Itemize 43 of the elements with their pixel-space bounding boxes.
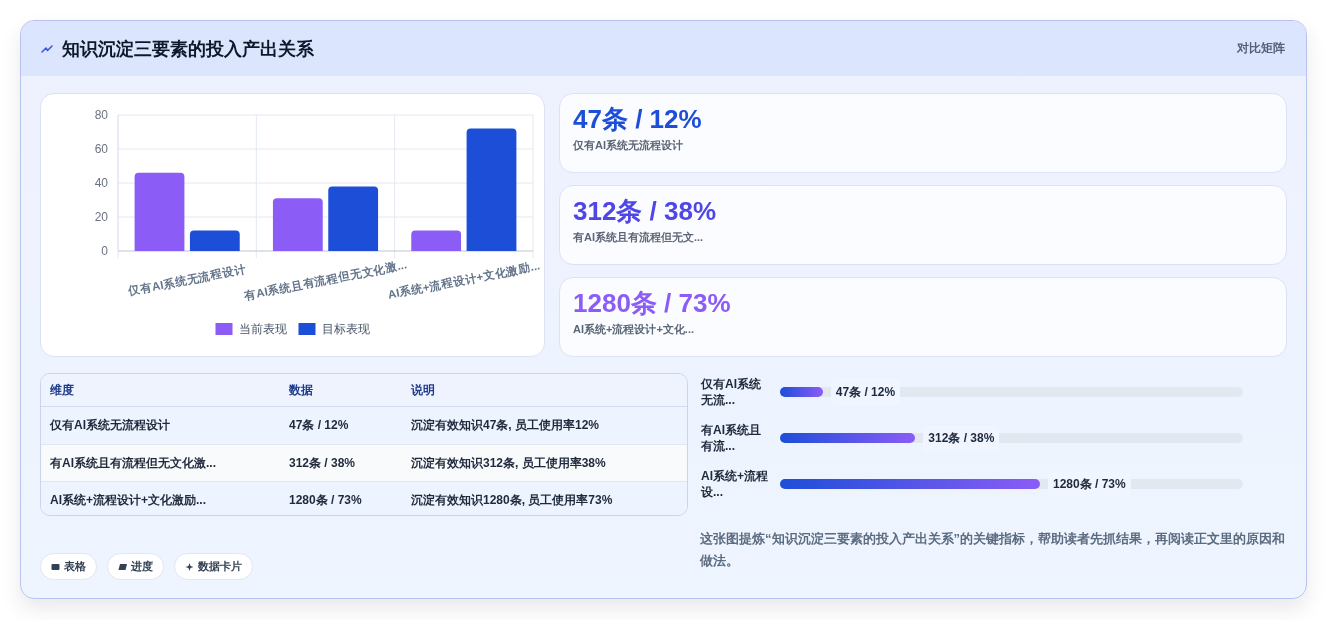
text: 沉淀有效知识312条, 员工使用率38%	[411, 456, 606, 470]
legend-label: 目标表现	[321, 322, 370, 336]
text: 这张图提炼“知识沉淀三要素的投入产出关系”的关键指标，帮助读者先抓结果，再阅读正文里的原因和做法。	[700, 530, 1286, 570]
y-tick-label: AI系统+流程设...	[701, 468, 769, 500]
y-tick-label: 60	[94, 142, 109, 156]
text: 47条 / 12%	[573, 104, 702, 134]
text: 进度	[131, 559, 153, 574]
text: 1280条 / 73%	[289, 493, 362, 507]
text: 对比矩阵	[1237, 40, 1285, 57]
bar	[466, 128, 517, 251]
legend-label: 当前表现	[238, 322, 287, 336]
category-label: AI系统+流程设计+文化...	[573, 322, 696, 336]
data-label: 47条 / 12%	[830, 379, 901, 405]
bar	[134, 172, 185, 251]
text: 312条 / 38%	[573, 196, 717, 226]
y-tick-label: 40	[94, 176, 109, 190]
bar	[189, 230, 240, 251]
text: 沉淀有效知识47条, 员工使用率12%	[411, 418, 600, 432]
bar	[411, 230, 462, 251]
category-label: 仅有AI系统无流程设计	[50, 418, 170, 432]
text: 沉淀有效知识1280条, 员工使用率73%	[411, 493, 613, 507]
text: 知识沉淀三要素的投入产出关系	[62, 37, 314, 61]
data-label: 312条 / 38%	[923, 425, 1000, 451]
category-label: AI系统+流程设计+文化激励...	[50, 493, 207, 507]
bar	[272, 198, 323, 251]
category-label: 数据	[289, 382, 313, 399]
text: 表格	[64, 559, 86, 574]
text: 维度	[50, 382, 74, 399]
y-tick-label: 0	[101, 244, 109, 258]
data-label: 1280条 / 73%	[1048, 471, 1131, 497]
text: 1280条 / 73%	[573, 288, 731, 318]
category-label: 说明	[411, 382, 435, 399]
text: 数据卡片	[198, 559, 242, 574]
text: 312条 / 38%	[289, 456, 356, 470]
y-tick-label: 80	[94, 108, 109, 122]
y-tick-label: 仅有AI系统无流...	[701, 376, 762, 408]
y-tick-label: 有AI系统且有流...	[701, 422, 762, 454]
text: 47条 / 12%	[289, 418, 349, 432]
bar	[328, 186, 379, 251]
category-label: 有AI系统且有流程但无文...	[573, 230, 705, 244]
category-label: 有AI系统且有流程但无文化激...	[50, 456, 217, 470]
category-label: 仅有AI系统无流程设计	[573, 138, 684, 152]
y-tick-label: 20	[94, 210, 109, 224]
